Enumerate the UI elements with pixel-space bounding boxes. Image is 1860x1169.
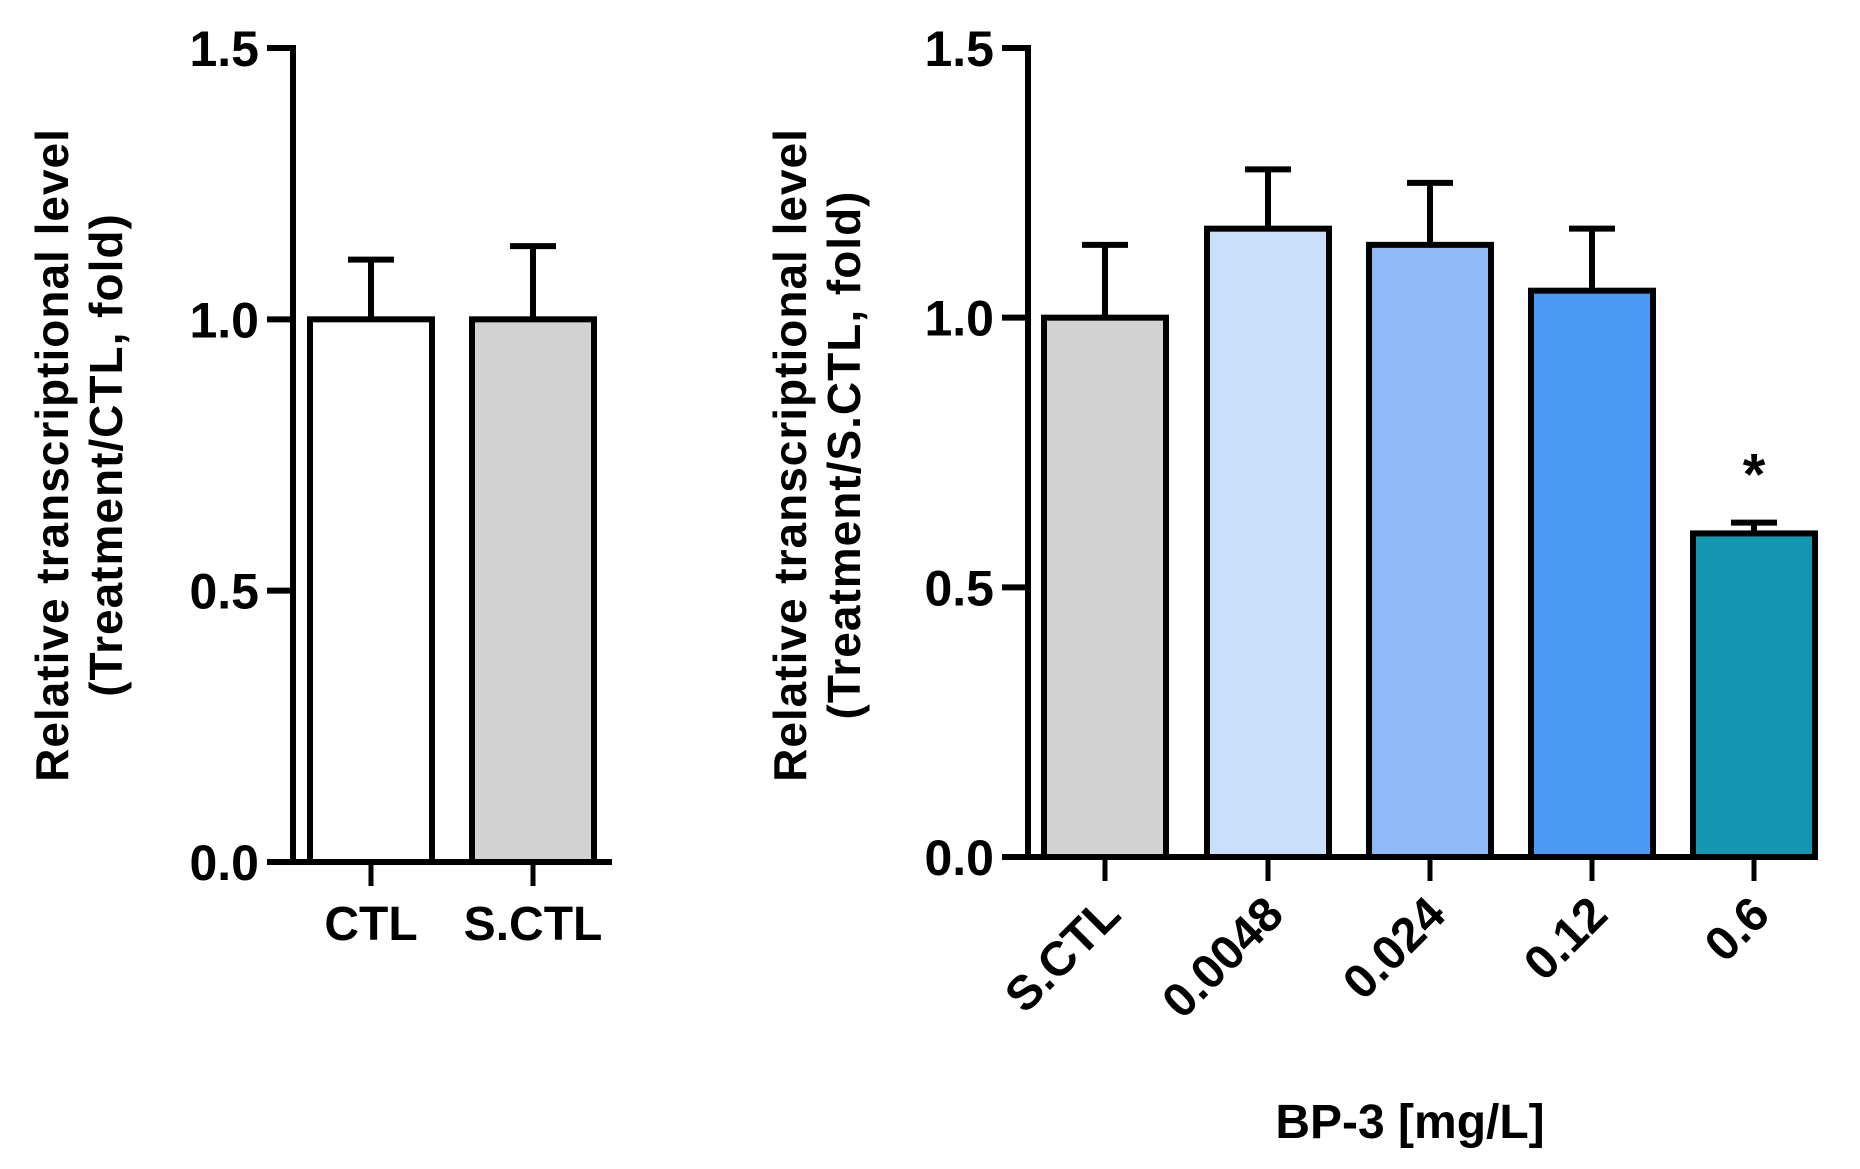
y-tick-label: 0.5 bbox=[189, 564, 259, 620]
bar-0.6 bbox=[1690, 530, 1818, 861]
x-axis-label: BP-3 [mg/L] bbox=[1275, 1096, 1544, 1149]
bar-S.CTL bbox=[469, 316, 597, 866]
chart-panel-ctl: Relative transcriptional level (Treatmen… bbox=[26, 21, 612, 951]
chart-panel-bp3: Relative transcriptional level (Treatmen… bbox=[764, 21, 1818, 1149]
bar-0.12 bbox=[1528, 287, 1656, 860]
y-tick-label: 0.0 bbox=[189, 835, 259, 891]
x-tick-label: 0.12 bbox=[1514, 887, 1618, 991]
y-tick-label: 1.0 bbox=[189, 292, 259, 348]
bar-0.024 bbox=[1366, 241, 1494, 860]
bar-0.0048 bbox=[1204, 225, 1332, 860]
x-tick-label: 0.0048 bbox=[1152, 887, 1293, 1028]
x-tick-label: S.CTL bbox=[995, 887, 1131, 1023]
y-tick-label: 1.5 bbox=[189, 21, 259, 77]
y-axis-label-line2: (Treatment/S.CTL, fold) bbox=[818, 191, 870, 720]
y-axis-label-line1: Relative transcriptional level bbox=[26, 128, 78, 782]
y-axis-label-line1: Relative transcriptional level bbox=[764, 128, 816, 782]
x-tick-label: 0.6 bbox=[1695, 887, 1780, 972]
x-tick-label: 0.024 bbox=[1333, 887, 1456, 1010]
y-tick-label: 1.5 bbox=[924, 21, 994, 77]
y-tick-label: 0.5 bbox=[924, 560, 994, 616]
bar-S.CTL bbox=[1041, 314, 1169, 860]
y-tick-label: 1.0 bbox=[924, 291, 994, 347]
bar-CTL bbox=[307, 316, 435, 866]
y-tick-label: 0.0 bbox=[924, 830, 994, 886]
x-tick-label: S.CTL bbox=[464, 898, 603, 951]
significance-marker: * bbox=[1743, 443, 1766, 508]
x-tick-label: CTL bbox=[324, 898, 417, 951]
y-axis-label-line2: (Treatment/CTL, fold) bbox=[80, 213, 132, 697]
